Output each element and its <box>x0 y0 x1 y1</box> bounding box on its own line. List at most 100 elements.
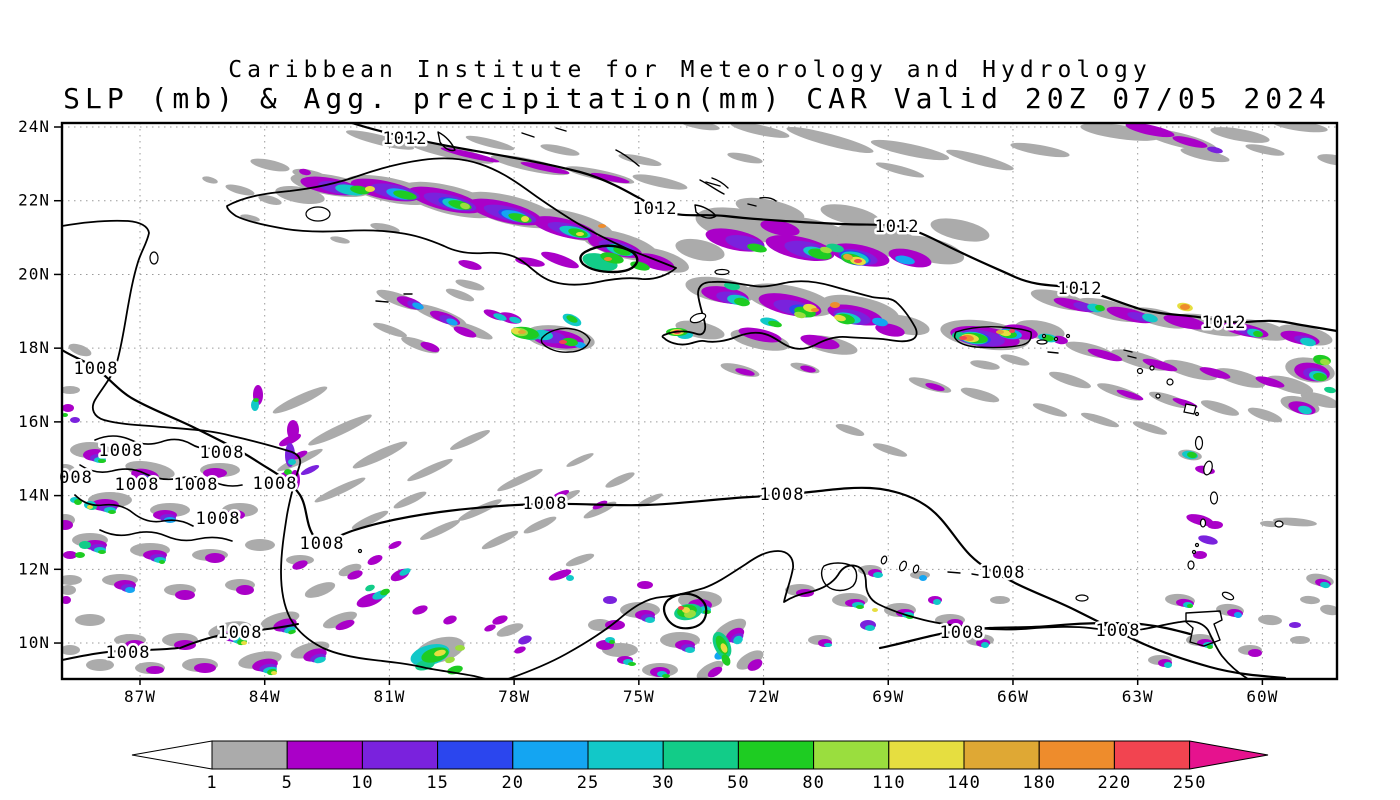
lon-tick-label: 87W <box>124 687 156 706</box>
colorbar-value: 20 <box>502 773 524 793</box>
lon-tick-label: 60W <box>1246 687 1278 706</box>
lon-tick-label: 84W <box>249 687 281 706</box>
precip-cell <box>1320 358 1330 366</box>
precip-cell <box>794 311 806 319</box>
island-jamaica <box>540 327 591 353</box>
precip-cell <box>721 654 731 666</box>
precip-cell <box>62 404 74 412</box>
precip-cell <box>1142 358 1178 372</box>
precip-cell <box>1210 127 1270 143</box>
precipitation-shading-layer <box>62 123 1337 679</box>
precip-cell <box>75 614 105 626</box>
precip-cell <box>843 253 853 261</box>
precip-cell <box>1186 514 1214 526</box>
precip-cell <box>258 195 282 205</box>
precip-cell <box>1234 611 1242 619</box>
precip-cell <box>800 365 816 373</box>
slp-contour-layer <box>62 123 1337 679</box>
precip-cell <box>1116 389 1144 401</box>
precip-cell <box>645 617 655 623</box>
coast-yucatan-central-america <box>62 219 487 679</box>
precip-cell <box>292 560 308 570</box>
precip-cell <box>412 302 424 310</box>
precip-cell <box>875 323 905 337</box>
colorbar-value: 80 <box>802 773 824 793</box>
precip-cell <box>1300 392 1337 408</box>
precip-cell <box>509 316 521 324</box>
precip-cell <box>946 149 1014 171</box>
precip-cell <box>330 236 350 244</box>
precip-cell <box>1187 451 1197 459</box>
precip-cell <box>446 318 458 326</box>
precip-cell <box>240 214 260 222</box>
slp-1008-main <box>62 348 1287 679</box>
colorbar-value: 250 <box>1173 773 1207 793</box>
precip-cell <box>245 539 275 551</box>
precip-cell <box>453 326 477 338</box>
precip-cell <box>598 224 606 228</box>
precip-cell <box>562 337 578 347</box>
precip-cell <box>1214 368 1266 388</box>
precip-cell <box>1000 354 1030 366</box>
island-tortuga <box>714 268 730 276</box>
contour-label: 1012 <box>1058 279 1103 299</box>
precip-cell <box>930 218 990 242</box>
contour-label: 008 <box>59 468 93 488</box>
lon-tick-label: 78W <box>498 687 530 706</box>
precip-cell <box>203 468 227 478</box>
precip-cell <box>443 615 457 625</box>
colorbar-right-arrow <box>1189 740 1269 770</box>
precip-cell <box>367 555 383 565</box>
island-vieques <box>1036 339 1048 345</box>
precip-cell <box>990 596 1010 604</box>
precip-cell <box>873 572 883 578</box>
precip-cell <box>440 147 500 163</box>
slp-1012-main <box>350 123 1337 333</box>
colorbar-value: 30 <box>652 773 674 793</box>
precip-cell <box>98 550 106 554</box>
precip-cell <box>75 552 85 558</box>
precip-cell <box>1142 313 1158 323</box>
precip-cell <box>335 619 355 631</box>
precip-cell <box>412 605 428 615</box>
precip-cell <box>1087 348 1123 362</box>
precip-cell <box>253 398 259 402</box>
precip-cell <box>1080 123 1160 141</box>
precip-cell <box>637 493 663 507</box>
contour-label: 1008 <box>99 441 144 461</box>
contour-label: 1008 <box>115 475 160 495</box>
precip-cell <box>768 320 782 328</box>
precip-cell <box>388 540 402 550</box>
precip-cell <box>1313 372 1327 382</box>
precip-cell <box>539 490 581 510</box>
precip-cell <box>284 469 292 475</box>
colorbar-segment <box>888 740 965 770</box>
precip-cell <box>820 246 832 254</box>
precip-cell <box>566 575 574 581</box>
precip-cell <box>314 656 326 664</box>
precip-cell <box>872 608 878 612</box>
precip-cell <box>347 570 363 580</box>
colorbar-segment <box>813 740 890 770</box>
precip-cell <box>250 158 290 172</box>
island-hispaniola <box>661 280 918 350</box>
precip-cell <box>458 499 502 521</box>
precip-cell <box>518 635 532 645</box>
colorbar-segment <box>963 740 1040 770</box>
precip-cell <box>1199 367 1231 379</box>
precip-cell <box>1290 636 1310 644</box>
precip-cell <box>566 315 578 323</box>
precip-cell <box>1010 142 1070 158</box>
precip-cell <box>541 251 579 269</box>
precip-cell <box>62 413 68 417</box>
precip-cell <box>288 629 296 635</box>
island-puerto-rico <box>953 326 1032 349</box>
precip-cell <box>314 477 366 503</box>
precip-cell <box>637 581 653 589</box>
precip-cell <box>1095 304 1105 312</box>
precip-cell <box>1180 147 1230 163</box>
precip-cell <box>609 640 615 644</box>
lat-tick-label: 20N <box>18 264 50 283</box>
precip-cell <box>738 327 782 343</box>
precip-cell <box>322 611 358 629</box>
